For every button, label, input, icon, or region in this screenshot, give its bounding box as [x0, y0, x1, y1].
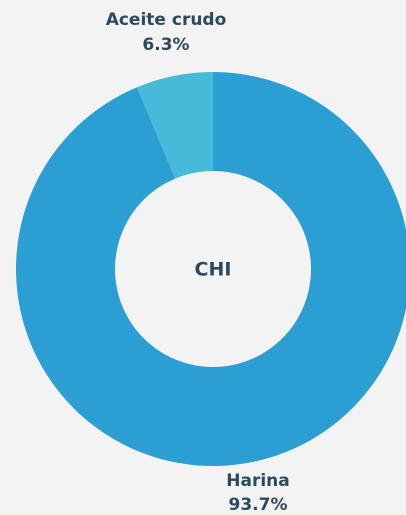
slice-label: Harina [226, 471, 289, 491]
donut-hole [115, 171, 311, 367]
value-label: 6.3% [142, 35, 189, 55]
value-label: 93.7% [229, 495, 288, 515]
center-label: CHI [195, 259, 232, 281]
slice-label: Aceite crudo [106, 10, 227, 30]
